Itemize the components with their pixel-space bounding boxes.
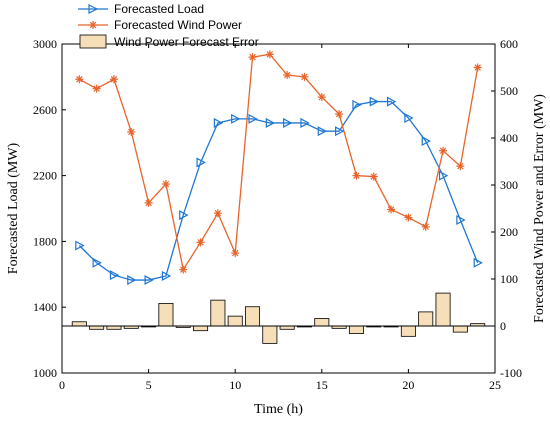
wind-point-5 bbox=[144, 198, 153, 207]
load-point-12 bbox=[265, 117, 276, 128]
wind-point-16 bbox=[335, 110, 344, 119]
legend-error-swatch bbox=[79, 34, 107, 49]
load-point-22 bbox=[438, 170, 449, 181]
error-bar-10 bbox=[227, 315, 243, 327]
load-point-19 bbox=[386, 96, 397, 107]
y-right-tick-label-1: 0 bbox=[500, 319, 506, 333]
wind-point-6 bbox=[161, 180, 170, 189]
wind-point-19 bbox=[387, 205, 396, 214]
load-point-3 bbox=[109, 270, 120, 281]
y-right-tick-label-0: -100 bbox=[500, 366, 522, 380]
error-bar-11 bbox=[245, 306, 261, 327]
wind-line bbox=[79, 53, 479, 272]
error-bar-22 bbox=[435, 292, 451, 327]
y-right-tick-label-7: 600 bbox=[500, 37, 518, 51]
wind-point-17 bbox=[352, 171, 361, 180]
y-right-tick-label-3: 200 bbox=[500, 225, 518, 239]
load-point-21 bbox=[421, 136, 431, 147]
x-tick-label-1: 5 bbox=[146, 378, 152, 392]
error-bar-8 bbox=[193, 325, 209, 332]
wind-point-10 bbox=[231, 249, 240, 258]
load-point-8 bbox=[196, 157, 206, 168]
error-bar-15 bbox=[314, 318, 330, 327]
wind-point-18 bbox=[369, 172, 378, 181]
error-bar-1 bbox=[71, 321, 87, 327]
wind-point-9 bbox=[213, 209, 222, 218]
legend-load-marker-icon bbox=[88, 4, 99, 14]
load-point-2 bbox=[92, 257, 102, 268]
load-line bbox=[78, 100, 479, 281]
y-right-tick-label-2: 100 bbox=[500, 272, 518, 286]
error-bar-17 bbox=[348, 325, 364, 334]
load-point-4 bbox=[127, 275, 137, 286]
load-point-9 bbox=[213, 117, 224, 128]
y-left-tick-label-3: 2200 bbox=[33, 169, 57, 183]
y-left-tick-label-2: 1800 bbox=[33, 234, 57, 248]
wind-point-8 bbox=[196, 238, 205, 247]
legend-wind-label: Forecasted Wind Power bbox=[114, 18, 242, 32]
load-point-15 bbox=[317, 126, 328, 137]
y-left-tick-label-5: 3000 bbox=[33, 37, 57, 51]
series-markers bbox=[75, 50, 483, 286]
load-point-10 bbox=[231, 113, 241, 124]
wind-point-21 bbox=[421, 222, 430, 231]
legend-load-label: Forecasted Load bbox=[114, 2, 204, 16]
load-point-7 bbox=[179, 210, 189, 221]
error-bar-21 bbox=[418, 311, 434, 327]
y-axis-left-label: Forecasted Load (MW) bbox=[6, 142, 21, 274]
load-point-14 bbox=[300, 117, 310, 128]
error-bar-23 bbox=[452, 325, 468, 333]
x-tick-label-4: 20 bbox=[402, 378, 414, 392]
error-bar-12 bbox=[262, 325, 278, 344]
error-bars bbox=[71, 292, 486, 344]
x-tick-label-0: 0 bbox=[59, 378, 65, 392]
legend-error-label: Wind Power Forecast Error bbox=[114, 35, 259, 49]
load-point-17 bbox=[352, 99, 362, 110]
wind-point-7 bbox=[179, 265, 188, 274]
x-tick-label-3: 15 bbox=[316, 378, 328, 392]
wind-point-11 bbox=[248, 53, 257, 62]
wind-point-4 bbox=[127, 127, 136, 136]
x-tick-label-5: 25 bbox=[489, 378, 501, 392]
load-point-23 bbox=[456, 215, 466, 226]
y-left-tick-label-1: 1400 bbox=[33, 300, 57, 314]
load-point-20 bbox=[404, 113, 414, 124]
error-bar-20 bbox=[400, 325, 416, 337]
wind-point-24 bbox=[473, 63, 482, 72]
load-point-5 bbox=[144, 275, 154, 286]
y-right-tick-label-4: 300 bbox=[500, 178, 518, 192]
load-point-18 bbox=[369, 96, 380, 107]
load-point-11 bbox=[248, 113, 258, 124]
wind-point-1 bbox=[75, 75, 84, 84]
x-tick-label-2: 10 bbox=[229, 378, 241, 392]
wind-point-23 bbox=[456, 162, 465, 171]
wind-point-14 bbox=[300, 72, 309, 81]
load-point-1 bbox=[75, 240, 85, 251]
series-lines bbox=[78, 53, 479, 281]
load-point-6 bbox=[161, 270, 172, 281]
wind-point-12 bbox=[265, 50, 274, 59]
load-point-13 bbox=[283, 117, 293, 128]
load-point-24 bbox=[473, 257, 483, 268]
legend-wind-marker-icon bbox=[89, 21, 97, 29]
plot-frame bbox=[61, 43, 496, 374]
wind-point-3 bbox=[109, 75, 118, 84]
axis-ticks: 0 5 10 15 20 25 1000 1400 1800 2200 2600 3000 -100 0 1… bbox=[33, 37, 522, 392]
wind-point-2 bbox=[92, 84, 101, 93]
wind-point-22 bbox=[439, 146, 448, 155]
y-left-tick-label-0: 1000 bbox=[33, 366, 57, 380]
x-axis-label: Time (h) bbox=[254, 402, 303, 417]
wind-point-13 bbox=[283, 71, 292, 80]
y-axis-right-label: Forecasted Wind Power and Error (MW) bbox=[532, 94, 547, 323]
load-point-16 bbox=[335, 126, 345, 137]
error-bar-6 bbox=[158, 303, 174, 327]
wind-point-20 bbox=[404, 213, 413, 222]
y-right-tick-label-5: 400 bbox=[500, 131, 518, 145]
y-left-tick-label-4: 2600 bbox=[33, 103, 57, 117]
y-right-tick-label-6: 500 bbox=[500, 84, 518, 98]
legend: Forecasted Load Forecasted Wind Power Wi… bbox=[78, 2, 259, 49]
error-bar-9 bbox=[210, 299, 226, 327]
wind-point-15 bbox=[317, 93, 326, 102]
